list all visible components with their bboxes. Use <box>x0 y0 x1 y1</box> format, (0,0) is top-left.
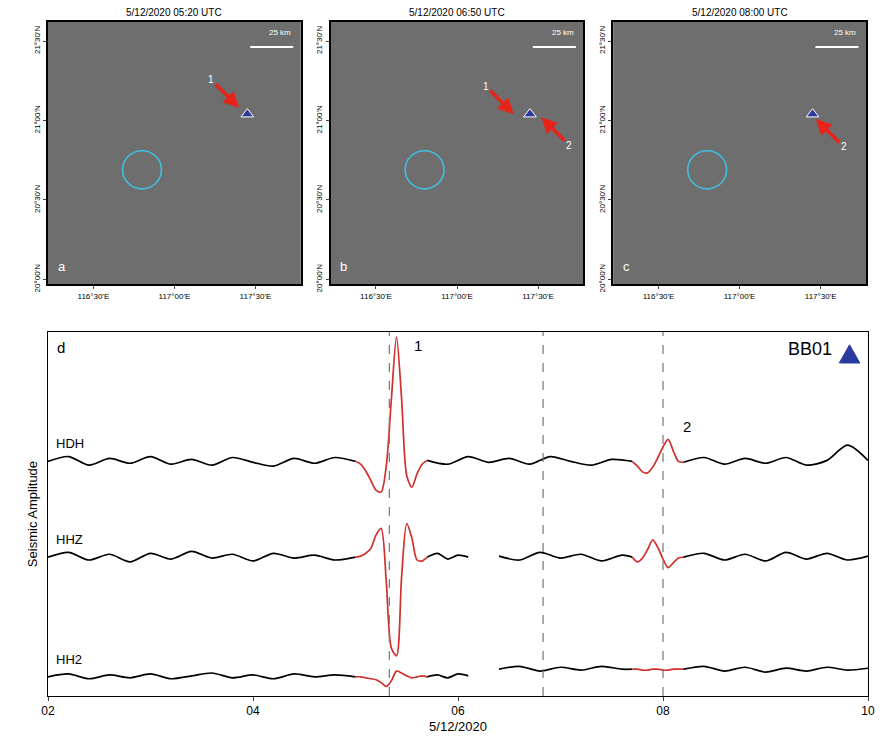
svg-text:5/12/2020 06:50 UTC: 5/12/2020 06:50 UTC <box>409 7 505 18</box>
svg-text:117°30'E: 117°30'E <box>805 292 837 301</box>
svg-text:116°30'E: 116°30'E <box>643 292 675 301</box>
svg-text:21°30'N: 21°30'N <box>598 26 607 55</box>
svg-text:21°00'N: 21°00'N <box>33 105 42 134</box>
svg-text:21°00'N: 21°00'N <box>315 105 324 134</box>
svg-text:21°30'N: 21°30'N <box>315 26 324 55</box>
svg-text:20°30'N: 20°30'N <box>33 184 42 213</box>
svg-text:04: 04 <box>246 704 260 718</box>
svg-text:25 km: 25 km <box>552 28 574 37</box>
svg-text:116°30'E: 116°30'E <box>360 292 392 301</box>
svg-text:25 km: 25 km <box>834 28 856 37</box>
svg-text:1: 1 <box>208 74 214 85</box>
svg-text:20°30'N: 20°30'N <box>315 184 324 213</box>
svg-text:HHZ: HHZ <box>56 532 83 547</box>
svg-text:116°30'E: 116°30'E <box>78 292 110 301</box>
svg-text:HDH: HDH <box>56 436 84 451</box>
svg-text:c: c <box>623 259 630 274</box>
svg-text:25 km: 25 km <box>269 28 291 37</box>
svg-text:02: 02 <box>41 704 55 718</box>
svg-text:5/12/2020: 5/12/2020 <box>429 719 487 734</box>
svg-text:b: b <box>340 259 347 274</box>
svg-text:117°00'E: 117°00'E <box>724 292 756 301</box>
svg-text:Seismic Amplitude: Seismic Amplitude <box>25 461 40 567</box>
svg-text:2: 2 <box>841 141 847 152</box>
svg-text:2: 2 <box>683 418 691 435</box>
svg-text:117°00'E: 117°00'E <box>441 292 473 301</box>
svg-text:08: 08 <box>656 704 670 718</box>
svg-text:2: 2 <box>566 140 572 151</box>
svg-text:5/12/2020 08:00 UTC: 5/12/2020 08:00 UTC <box>692 7 788 18</box>
svg-text:BB01: BB01 <box>788 339 832 359</box>
svg-text:20°00'N: 20°00'N <box>598 264 607 293</box>
svg-text:117°30'E: 117°30'E <box>240 292 272 301</box>
svg-text:117°00'E: 117°00'E <box>159 292 191 301</box>
svg-text:10: 10 <box>861 704 875 718</box>
svg-text:20°00'N: 20°00'N <box>33 264 42 293</box>
svg-text:06: 06 <box>451 704 465 718</box>
svg-text:21°00'N: 21°00'N <box>598 105 607 134</box>
svg-text:a: a <box>58 259 66 274</box>
svg-text:20°00'N: 20°00'N <box>315 264 324 293</box>
svg-text:117°30'E: 117°30'E <box>522 292 554 301</box>
svg-text:HH2: HH2 <box>56 652 82 667</box>
svg-text:5/12/2020 05:20 UTC: 5/12/2020 05:20 UTC <box>126 7 222 18</box>
svg-text:1: 1 <box>414 337 422 354</box>
svg-text:20°30'N: 20°30'N <box>598 184 607 213</box>
svg-text:d: d <box>57 339 65 356</box>
svg-text:21°30'N: 21°30'N <box>33 26 42 55</box>
svg-text:1: 1 <box>483 81 489 92</box>
